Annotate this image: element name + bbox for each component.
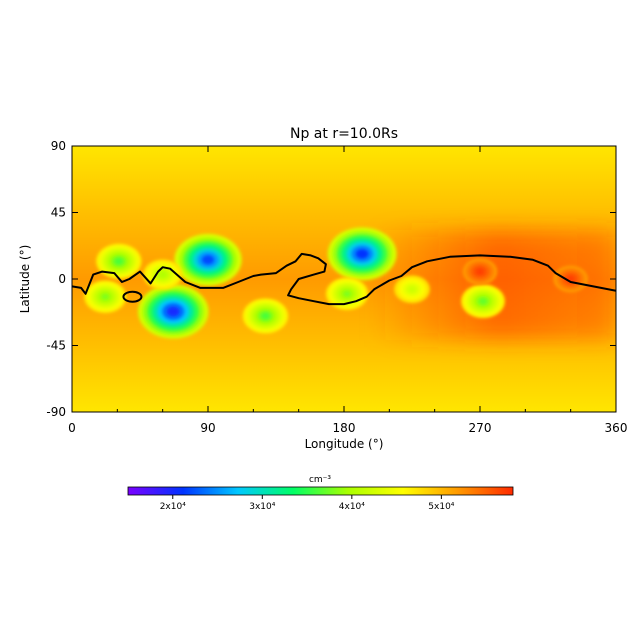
feature-ring [159,271,167,278]
colorbar-unit: cm⁻³ [309,475,331,485]
y-tick-label: 45 [51,206,66,220]
heatmap-feature-low-4 [84,280,127,313]
feature-ring [408,286,416,292]
plot-area [72,146,616,412]
heatmap-feature-high-10 [462,258,498,285]
feature-ring [479,298,487,305]
y-axis-label: Latitude (°) [18,245,32,314]
y-tick-label: 0 [58,272,66,286]
x-axis-label: Longitude (°) [305,437,384,451]
feature-ring [201,255,215,265]
colorbar: cm⁻³ 2x10⁴ 3x10⁴ 4x10⁴ 5x10⁴ [127,475,514,512]
heatmap-feature-low-0 [174,233,242,286]
feature-ring [114,258,123,265]
heatmap-feature-low-8 [394,275,430,304]
feature-ring [355,249,369,259]
y-tick-label: -45 [46,339,66,353]
heatmap-feature-low-6 [242,298,289,334]
x-tick-label: 90 [200,421,215,435]
feature-ring [343,290,351,297]
colorbar-tick-label: 4x10⁴ [339,502,366,512]
feature-ring [166,306,180,317]
neutral-line-contours [72,252,616,306]
heatmap-features [84,227,588,339]
y-tick-label: -90 [46,405,66,419]
chart-title: Np at r=10.0Rs [290,126,398,142]
y-axis: 90 45 0 -45 -90 [46,139,616,419]
heatmap-feature-high-11 [553,265,588,293]
x-axis: 0 90 180 270 360 [68,146,627,435]
x-tick-label: 180 [333,421,356,435]
x-tick-label: 360 [605,421,628,435]
feature-ring [261,312,270,320]
heatmap-feature-low-3 [96,243,142,279]
x-tick-label: 270 [469,421,492,435]
heatmap-feature-low-1 [137,284,209,339]
heatmap-feature-low-7 [325,277,369,311]
heatmap-feature-low-5 [143,259,183,290]
neutral-line [72,252,616,306]
x-tick-label: 0 [68,421,76,435]
feature-ring [476,269,484,274]
heatmap-feature-low-2 [327,227,397,281]
feature-ring [101,293,110,300]
y-tick-label: 90 [51,139,66,153]
closed-contour [122,290,143,303]
colorbar-tick-label: 2x10⁴ [160,502,187,512]
colorbar-tick-label: 3x10⁴ [249,502,276,512]
colorbar-ticks: 2x10⁴ 3x10⁴ 4x10⁴ 5x10⁴ [160,495,455,512]
heatmap-feature-low-9 [461,284,505,319]
colorbar-tick-label: 5x10⁴ [428,502,455,512]
colorbar-bar [127,486,514,496]
